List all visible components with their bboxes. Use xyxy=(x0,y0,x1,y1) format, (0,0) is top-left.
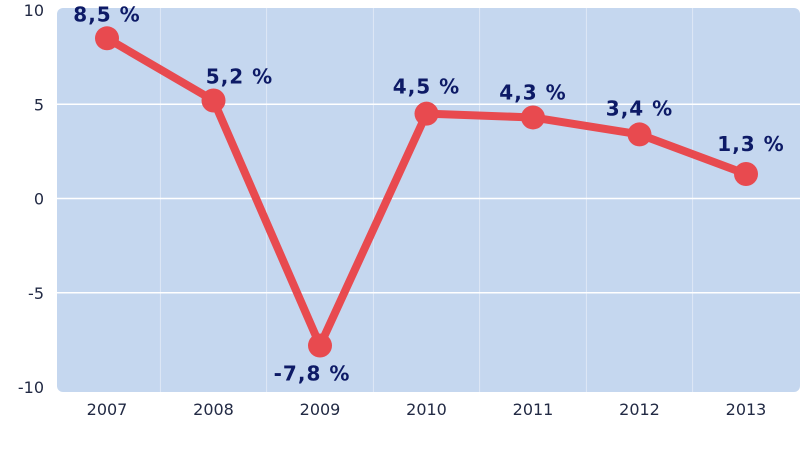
data-points xyxy=(95,26,758,358)
x-tick-label: 2010 xyxy=(406,400,447,419)
data-point xyxy=(627,122,652,147)
data-label: 8,5 % xyxy=(73,2,140,26)
data-label: 1,3 % xyxy=(717,132,784,156)
y-tick-label: -10 xyxy=(18,378,44,397)
data-point xyxy=(521,105,545,130)
data-point xyxy=(308,333,332,358)
data-label: 3,4 % xyxy=(606,96,673,120)
y-tick-label: 5 xyxy=(34,95,44,114)
data-labels: 8,5 % 5,2 % -7,8 % 4,5 % 4,3 % 3,4 % 1,3 % xyxy=(73,2,784,386)
data-point xyxy=(95,26,119,51)
x-tick-label: 2013 xyxy=(726,400,767,419)
data-label: 5,2 % xyxy=(206,64,273,88)
data-label: -7,8 % xyxy=(274,362,351,386)
x-axis-tick-labels: 2007 2008 2009 2010 2011 2012 2013 xyxy=(87,400,767,419)
y-tick-label: -5 xyxy=(28,284,44,303)
data-point xyxy=(734,161,758,186)
y-tick-label: 10 xyxy=(24,1,44,20)
x-tick-label: 2009 xyxy=(300,400,341,419)
x-tick-label: 2008 xyxy=(193,400,234,419)
x-tick-label: 2007 xyxy=(87,400,128,419)
plot-area xyxy=(57,8,800,392)
x-tick-label: 2011 xyxy=(513,400,554,419)
data-point xyxy=(414,101,439,126)
data-label: 4,3 % xyxy=(499,80,566,104)
data-point xyxy=(201,88,226,113)
data-label: 4,5 % xyxy=(393,75,460,99)
y-axis-tick-labels: 10 5 0 -5 -10 xyxy=(18,1,44,397)
x-tick-label: 2012 xyxy=(619,400,660,419)
y-tick-label: 0 xyxy=(34,190,44,209)
